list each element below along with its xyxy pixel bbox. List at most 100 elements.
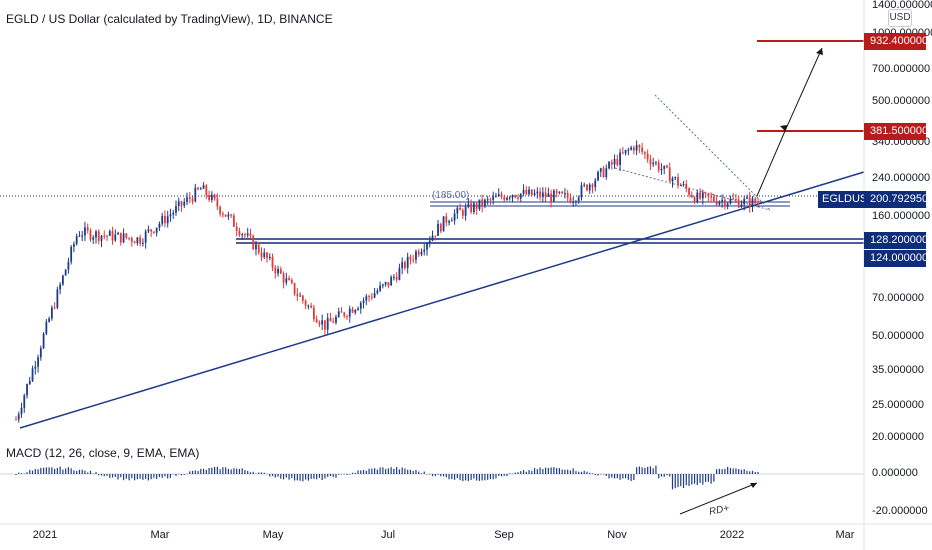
candle-body: [710, 196, 713, 198]
macd-bar: [299, 474, 301, 481]
candle-body: [434, 235, 437, 237]
macd-bar: [142, 474, 144, 480]
macd-bar: [288, 474, 290, 480]
macd-bar: [37, 469, 39, 474]
macd-bar: [404, 468, 406, 474]
candle-body: [379, 285, 382, 291]
macd-bar: [409, 469, 412, 474]
candle-body: [233, 215, 235, 227]
macd-bar: [169, 474, 172, 478]
macd-bar: [106, 474, 108, 476]
macd-bar: [478, 474, 481, 481]
price-tick: -20.000000: [872, 505, 928, 517]
macd-bar: [440, 474, 442, 477]
macd-bar: [638, 466, 640, 474]
macd-bar: [401, 467, 403, 474]
price-tick: 700.000000: [872, 63, 931, 75]
macd-bar: [111, 474, 114, 478]
macd-bar: [746, 470, 748, 474]
candle-body: [119, 232, 122, 243]
candle-body: [235, 226, 238, 231]
macd-bar: [34, 469, 36, 474]
macd-bar: [98, 474, 100, 476]
macd-bar: [48, 467, 50, 474]
arrow-head-high: [816, 48, 823, 55]
candle-body: [459, 207, 461, 211]
macd-bar: [556, 468, 558, 474]
candle-body: [56, 289, 59, 308]
macd-bar: [346, 474, 348, 476]
wedge-line-lower[interactable]: [614, 167, 771, 211]
macd-bar: [572, 468, 574, 474]
candle-body: [61, 275, 64, 285]
candle-body: [117, 232, 119, 235]
candle-body: [453, 213, 456, 221]
candle-body: [655, 162, 657, 164]
macd-bar: [349, 474, 351, 475]
candle-body: [475, 203, 478, 210]
target-high-label[interactable]: 932.400000: [864, 33, 928, 50]
candle-body: [324, 320, 326, 330]
candle-body: [133, 241, 136, 244]
candle-body: [164, 215, 166, 224]
candle-body: [406, 256, 409, 269]
candle-body: [288, 278, 290, 281]
support-high-label[interactable]: 128.200000: [864, 232, 928, 249]
candle-body: [392, 276, 395, 278]
candle-body: [420, 251, 423, 255]
macd-bar: [716, 469, 718, 474]
macd-bar: [487, 474, 489, 480]
candle-body: [332, 321, 335, 323]
macd-bar: [718, 468, 720, 474]
candle-body: [591, 184, 594, 188]
projection-arrow[interactable]: [756, 47, 823, 197]
macd-bar: [313, 474, 315, 479]
macd-bar: [533, 468, 536, 474]
candle-body: [263, 252, 266, 258]
time-tick: 2022: [719, 529, 745, 541]
macd-bar: [78, 469, 81, 474]
candle-body: [586, 184, 588, 191]
wedge-line-upper[interactable]: [654, 94, 771, 211]
macd-bar: [56, 467, 58, 474]
macd-bar: [291, 474, 293, 478]
candle-body: [619, 152, 621, 166]
candle-body: [144, 231, 147, 243]
candle-body: [506, 197, 508, 200]
candle-body: [348, 308, 351, 317]
target-mid-label[interactable]: 381.500000: [864, 123, 928, 140]
currency-label[interactable]: USD: [888, 9, 912, 27]
candle-body: [445, 216, 448, 223]
candle-body: [564, 193, 566, 195]
candle-body: [255, 244, 257, 250]
macd-bar: [407, 469, 409, 474]
candle-body: [53, 307, 56, 309]
macd-bar: [263, 472, 265, 474]
candle-body: [100, 235, 103, 241]
candle-body: [641, 147, 644, 153]
divergence-line[interactable]: [679, 482, 758, 515]
trend-line[interactable]: [19, 171, 865, 429]
macd-bar: [332, 474, 334, 478]
candle-body: [139, 237, 142, 244]
candle-body: [285, 278, 288, 283]
candle-body: [365, 296, 368, 301]
macd-bar: [238, 469, 241, 474]
macd-bar: [517, 472, 519, 474]
candle-body: [519, 193, 522, 199]
macd-bar: [180, 474, 183, 476]
macd-bar: [509, 473, 511, 474]
macd-bar: [191, 470, 194, 474]
support-low-label[interactable]: 124.000000: [864, 250, 928, 267]
macd-bar: [707, 474, 709, 482]
macd-bar: [62, 469, 64, 474]
candle-body: [161, 215, 164, 224]
candle-body: [277, 268, 279, 274]
candle-body: [329, 318, 332, 322]
candle-body: [412, 259, 415, 261]
candle-body: [541, 192, 544, 198]
candle-body: [486, 199, 489, 201]
candle-body: [111, 231, 114, 241]
candle-body: [704, 192, 707, 194]
